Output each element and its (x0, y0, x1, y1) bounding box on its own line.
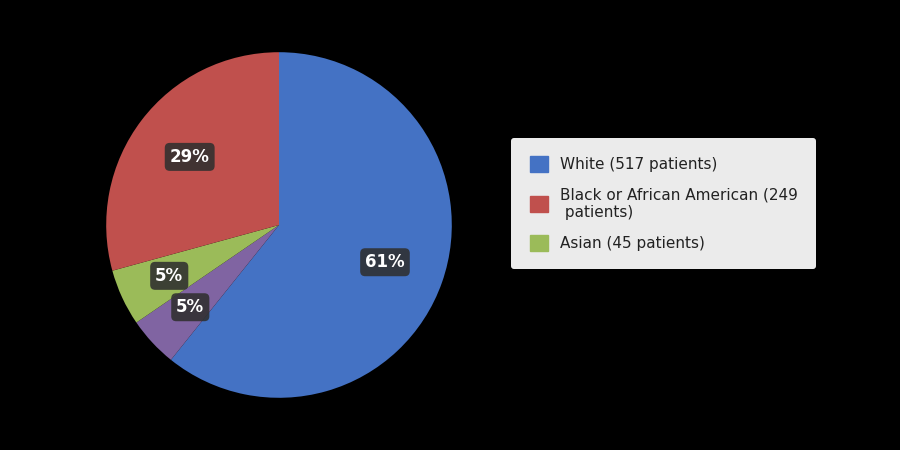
Wedge shape (112, 225, 279, 323)
Text: 5%: 5% (155, 267, 184, 285)
Wedge shape (106, 52, 279, 271)
Text: 5%: 5% (176, 298, 204, 316)
Wedge shape (171, 52, 452, 398)
Wedge shape (137, 225, 279, 360)
Text: 61%: 61% (365, 253, 405, 271)
Legend: White (517 patients), Black or African American (249
 patients), Asian (45 patie: White (517 patients), Black or African A… (511, 138, 816, 269)
Text: 29%: 29% (170, 148, 210, 166)
